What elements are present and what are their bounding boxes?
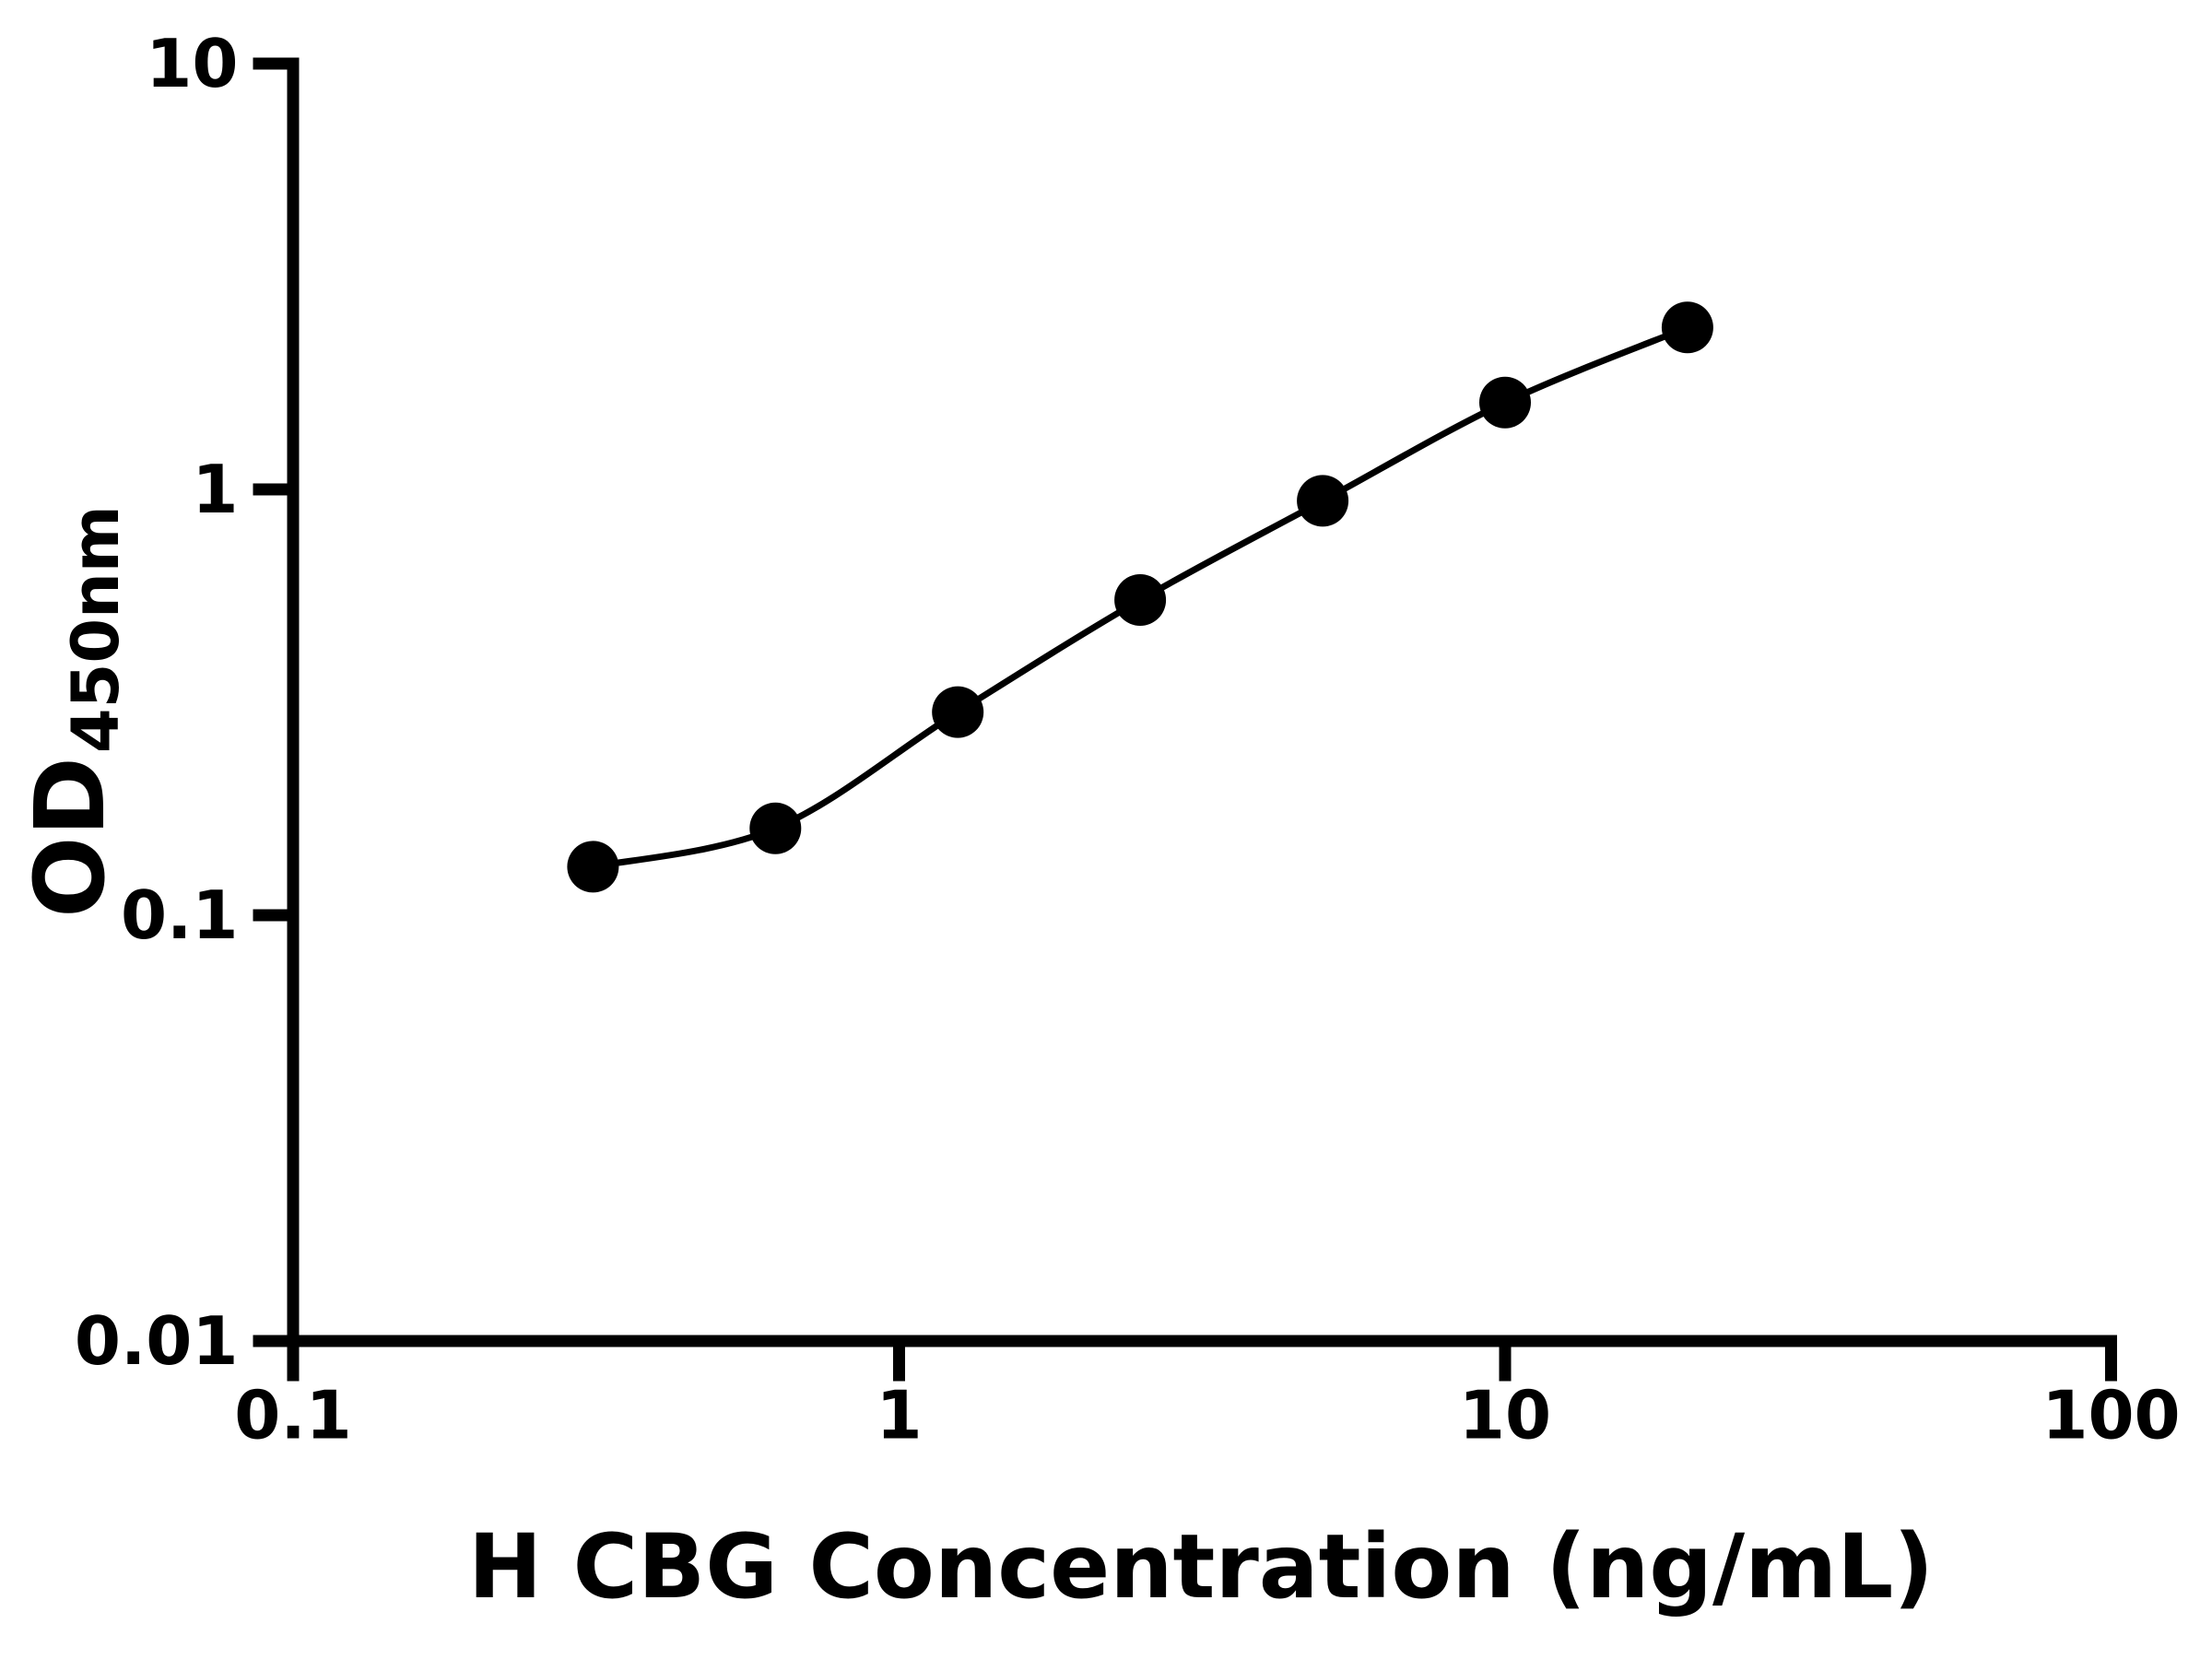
y-axis: 10 1 0.1 0.01 xyxy=(75,25,300,1380)
x-axis-tick-labels: 0.1 1 10 100 xyxy=(234,1377,2180,1454)
x-tick xyxy=(287,1347,300,1382)
data-point-marker xyxy=(749,802,802,854)
y-axis-line xyxy=(287,57,300,1347)
x-tick-label: 0.1 xyxy=(234,1377,352,1454)
y-tick xyxy=(253,1335,288,1347)
y-tick xyxy=(253,909,288,922)
y-axis-tick-labels: 10 1 0.1 0.01 xyxy=(75,25,239,1380)
data-point-marker xyxy=(1297,475,1349,527)
x-tick-label: 100 xyxy=(2041,1377,2180,1454)
x-tick-label: 1 xyxy=(876,1377,922,1454)
x-tick-label: 10 xyxy=(1459,1377,1551,1454)
x-tick xyxy=(1499,1347,1512,1382)
y-axis-ticks xyxy=(253,57,288,1347)
x-axis: 0.1 1 10 100 xyxy=(234,1335,2181,1454)
data-point-marker xyxy=(1114,574,1167,626)
y-tick-label: 0.01 xyxy=(75,1302,239,1380)
x-axis-ticks xyxy=(287,1347,2117,1382)
data-point-marker xyxy=(567,841,619,893)
y-tick-label: 10 xyxy=(146,25,238,102)
y-tick-label: 0.1 xyxy=(121,877,239,954)
y-axis-title-main: OD xyxy=(14,757,126,918)
x-axis-line xyxy=(287,1335,2117,1347)
x-axis-title: H CBG Concentration (ng/mL) xyxy=(468,1515,1934,1618)
data-point-marker xyxy=(1479,376,1531,429)
x-tick xyxy=(2105,1347,2117,1382)
data-point-marker xyxy=(1661,301,1713,354)
y-axis-title-subscript: 450nm xyxy=(58,505,134,753)
data-points xyxy=(567,301,1713,893)
y-tick-label: 1 xyxy=(192,451,238,528)
y-tick xyxy=(253,57,288,70)
y-axis-title: OD 450nm xyxy=(14,505,134,918)
y-tick xyxy=(253,483,288,496)
x-tick xyxy=(893,1347,905,1382)
data-point-marker xyxy=(932,686,984,738)
